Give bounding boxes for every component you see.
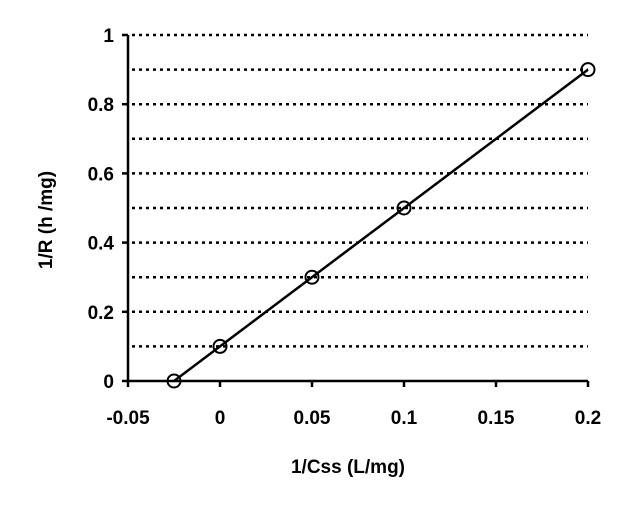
data-point xyxy=(580,62,596,78)
x-tick-label: 0 xyxy=(215,408,226,429)
data-point xyxy=(166,373,182,389)
x-tick-label: 0.05 xyxy=(294,408,331,429)
y-tick-label: 0.8 xyxy=(88,95,114,116)
y-tick-label: 0 xyxy=(103,372,114,393)
fit-line xyxy=(173,68,589,382)
y-tick-label: 0.6 xyxy=(88,164,114,185)
x-tick-label: 0.1 xyxy=(391,408,418,429)
grid-lines xyxy=(132,33,588,348)
x-axis-title: 1/Css (L/mg) xyxy=(291,457,405,478)
data-points xyxy=(166,62,596,389)
data-point xyxy=(304,269,320,285)
data-point xyxy=(396,200,412,216)
axes xyxy=(126,35,588,383)
data-point xyxy=(212,338,228,354)
tick-marks xyxy=(122,33,590,387)
fit-line-group xyxy=(173,68,589,382)
x-tick-label: 0.2 xyxy=(575,408,601,429)
y-tick-label: 0.2 xyxy=(88,303,114,324)
tick-labels: 0 0.2 0.4 0.6 0.8 1 -0.05 0 0.05 0.1 0.15 0.2 xyxy=(88,26,602,429)
x-tick-label: 0.15 xyxy=(478,408,515,429)
x-tick-label: -0.05 xyxy=(106,408,150,429)
y-tick-label: 1 xyxy=(103,26,114,47)
y-tick-label: 0.4 xyxy=(88,234,115,255)
y-axis-title: 1/R (h /mg) xyxy=(36,171,57,269)
